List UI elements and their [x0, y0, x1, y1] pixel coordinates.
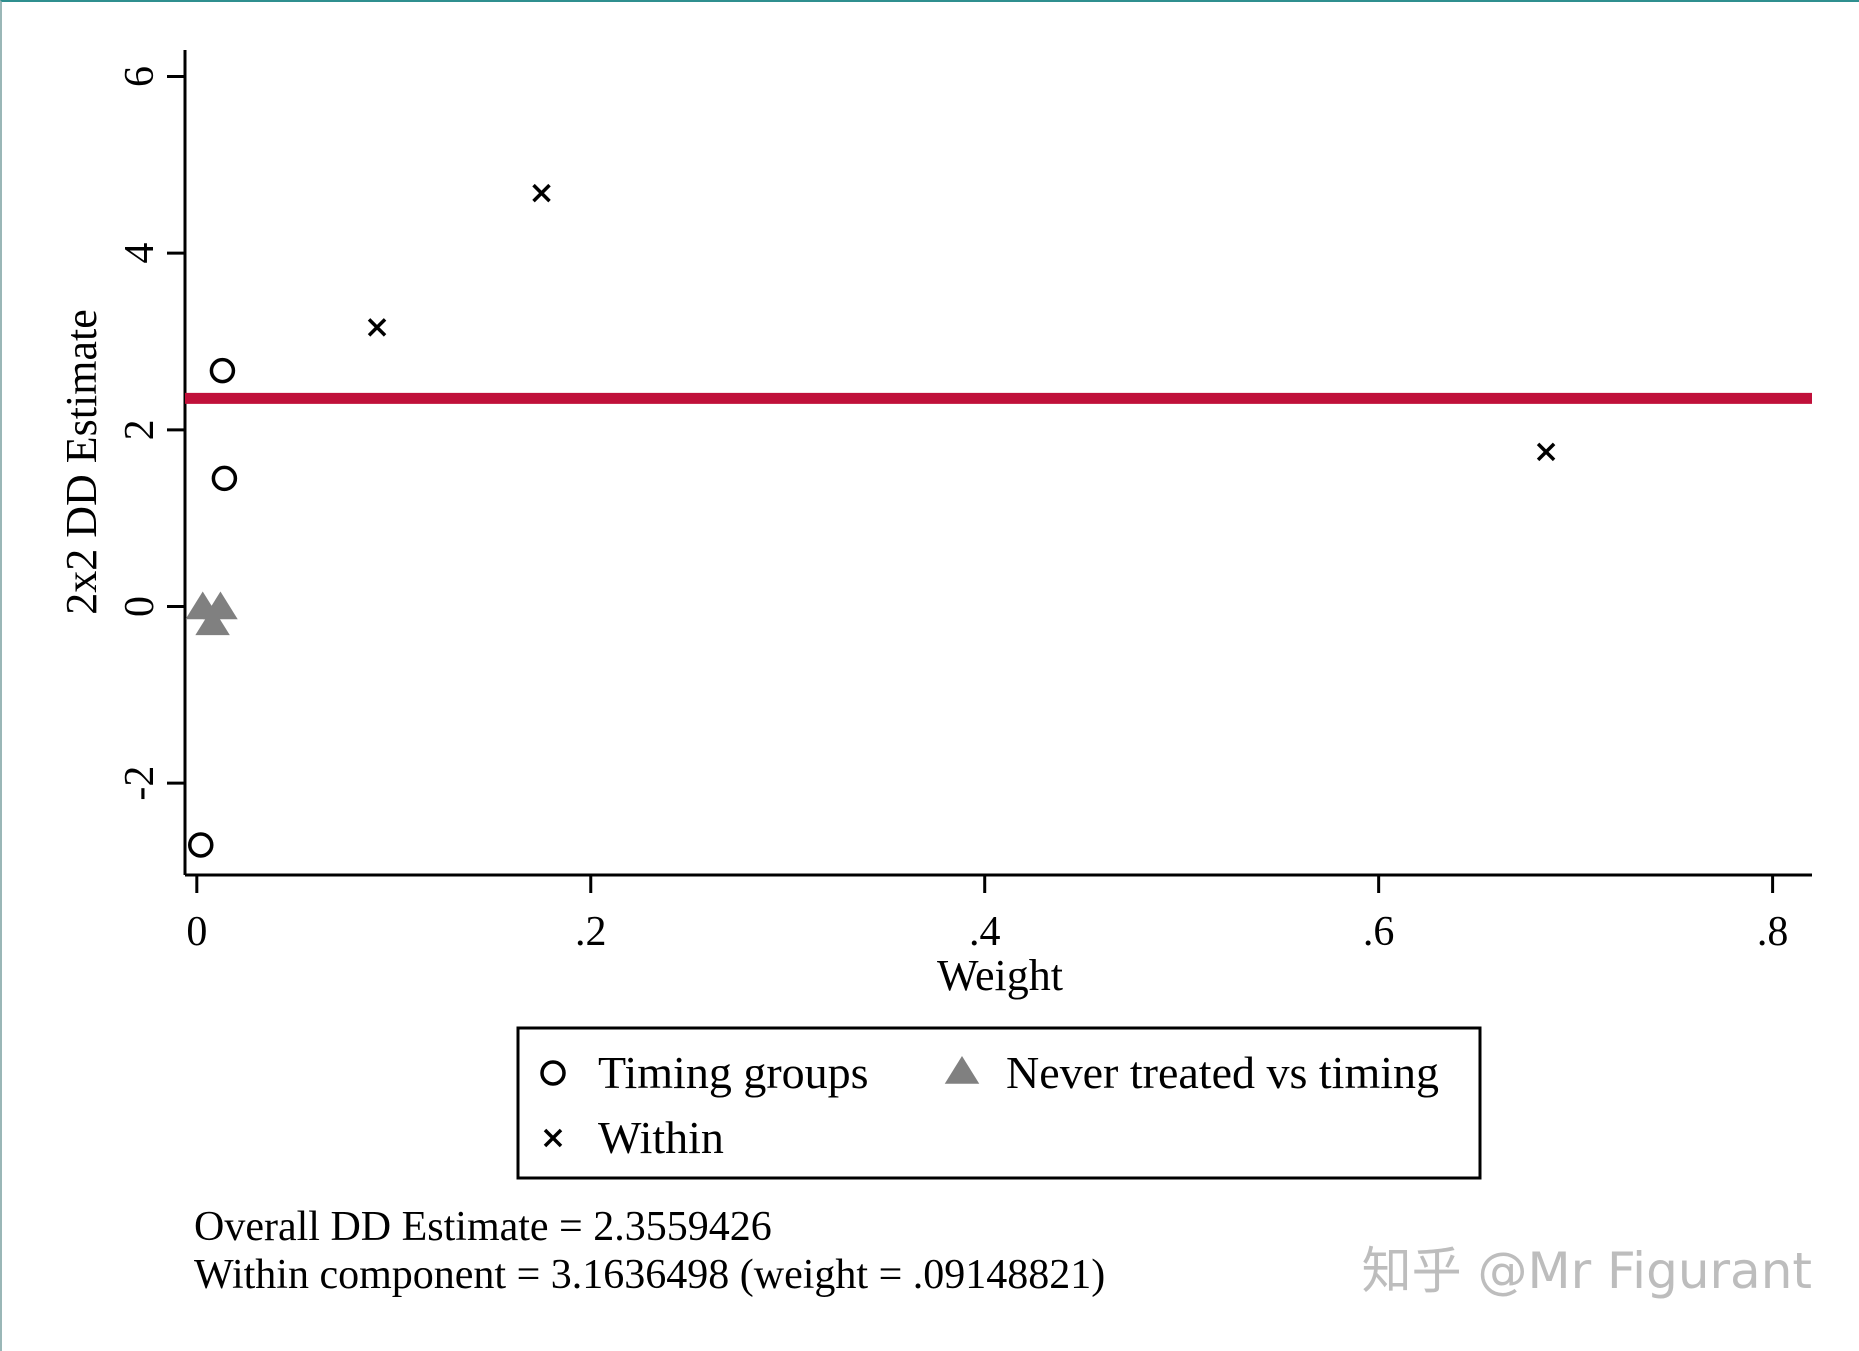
- note-overall-estimate: Overall DD Estimate = 2.3559426: [194, 1204, 772, 1250]
- legend-marker-within: [543, 1128, 563, 1148]
- x-tick-label: .8: [1757, 909, 1789, 955]
- axes: 0 .2 .4 .6 .8 -2 0 2 4 6: [117, 50, 1812, 955]
- x-axis-title: Weight: [937, 951, 1063, 1000]
- y-axis-title: 2x2 DD Estimate: [57, 309, 106, 615]
- point-timing-groups: [211, 465, 238, 492]
- data-points: [185, 183, 1556, 858]
- point-within: [532, 183, 551, 203]
- legend-label-within: Within: [598, 1112, 724, 1163]
- y-tick-label: 6: [117, 66, 163, 87]
- y-tick-label: 0: [117, 596, 163, 617]
- watermark: 知乎 @Mr Figurant: [1362, 1242, 1812, 1300]
- y-tick-label: 4: [117, 243, 163, 264]
- point-timing-groups: [209, 357, 236, 384]
- x-tick-label: .6: [1363, 909, 1395, 955]
- legend-box: [516, 1026, 1482, 1180]
- point-within: [1536, 442, 1556, 462]
- note-within-component: Within component = 3.1636498 (weight = .…: [194, 1252, 1105, 1298]
- x-tick-label: .4: [969, 909, 1001, 955]
- legend-label-never-treated: Never treated vs timing: [1006, 1047, 1439, 1098]
- legend-label-timing-groups: Timing groups: [598, 1047, 869, 1098]
- x-tick-label: .2: [575, 909, 607, 955]
- point-within: [367, 318, 387, 337]
- point-timing-groups: [188, 832, 214, 858]
- legend-marker-never-treated: [944, 1056, 980, 1084]
- legend: Timing groups Never treated vs timing Wi…: [516, 1026, 1482, 1180]
- point-never-treated-vs-timing: [195, 607, 230, 636]
- y-tick-label: 2: [117, 419, 163, 440]
- y-tick-label: -2: [117, 766, 163, 801]
- legend-marker-timing-groups: [540, 1060, 566, 1086]
- x-tick-label: 0: [186, 909, 207, 955]
